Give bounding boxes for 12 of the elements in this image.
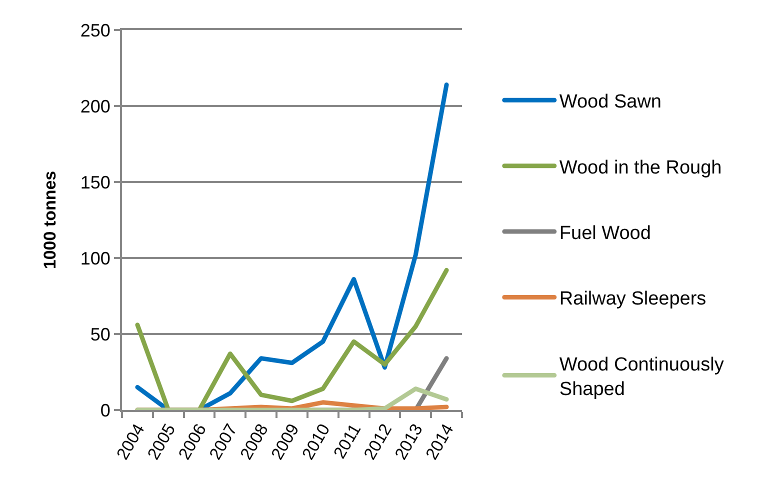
y-tick-label: 200	[80, 96, 110, 116]
y-tick-label: 250	[80, 20, 110, 40]
y-tick-label: 150	[80, 172, 110, 192]
y-tick-label: 0	[100, 400, 110, 420]
legend-label: Railway Sleepers	[559, 288, 706, 310]
y-tick-label: 50	[90, 324, 110, 344]
legend-label: Wood Continuously Shaped	[559, 354, 724, 400]
legend-label: Wood Sawn	[559, 92, 662, 113]
legend-label: Fuel Wood	[559, 222, 651, 244]
legend-label: Wood in the Rough	[559, 157, 722, 178]
y-axis-title: 1000 tonnes	[40, 170, 60, 270]
y-tick-label: 100	[80, 248, 110, 268]
